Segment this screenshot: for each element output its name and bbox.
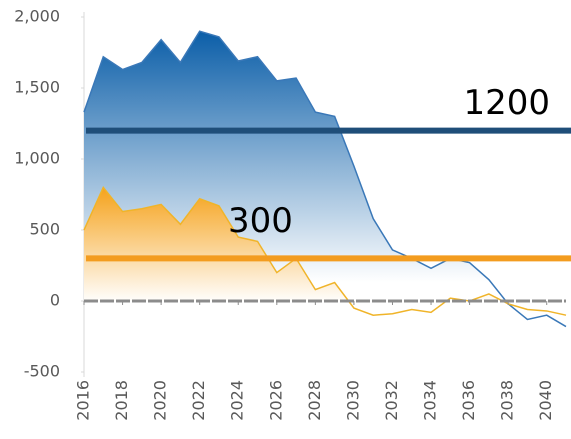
x-tick-label: 2016 [74, 380, 93, 421]
y-tick-label: 1,000 [14, 149, 60, 168]
y-tick-label: 1,500 [14, 78, 60, 97]
y-tick-label: 500 [29, 220, 60, 239]
y-tick-label: -500 [24, 362, 60, 381]
x-tick-label: 2020 [151, 380, 170, 421]
x-tick-label: 2032 [382, 380, 401, 421]
x-tick-label: 2026 [266, 380, 285, 421]
x-tick-label: 2018 [112, 380, 131, 421]
annotation: 300 [228, 201, 293, 241]
x-tick-label: 2038 [498, 380, 517, 421]
x-tick-label: 2034 [421, 380, 440, 421]
x-tick-label: 2028 [305, 380, 324, 421]
x-tick-label: 2040 [536, 380, 555, 421]
line [83, 30, 567, 328]
line [83, 185, 567, 316]
x-tick-label: 2030 [343, 380, 362, 421]
y-tick-label: 0 [50, 291, 60, 310]
area [84, 187, 566, 316]
x-tick-label: 2024 [228, 380, 247, 421]
annotation: 1200 [463, 83, 550, 123]
x-tick-label: 2036 [459, 380, 478, 421]
x-tick-label: 2022 [189, 380, 208, 421]
y-tick-label: 2,000 [14, 7, 60, 26]
